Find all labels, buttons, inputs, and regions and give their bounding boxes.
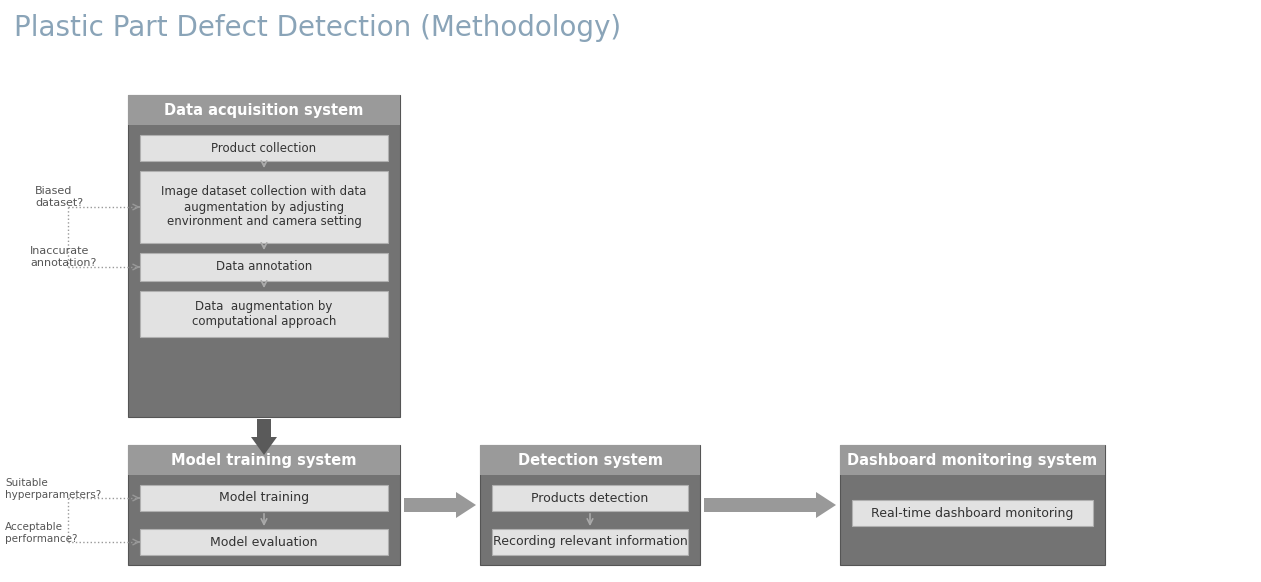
Bar	[129, 95, 400, 417]
Text: Data  augmentation by
computational approach: Data augmentation by computational appro…	[192, 300, 337, 328]
Text: Product collection: Product collection	[212, 141, 317, 154]
Text: Model training system: Model training system	[171, 452, 357, 467]
Polygon shape	[404, 492, 475, 518]
Bar	[852, 500, 1093, 526]
Bar	[492, 529, 689, 555]
Text: Acceptable
performance?: Acceptable performance?	[5, 522, 77, 544]
Polygon shape	[704, 492, 836, 518]
Text: Recording relevant information: Recording relevant information	[493, 535, 687, 548]
Text: Inaccurate
annotation?: Inaccurate annotation?	[30, 246, 96, 268]
Bar	[840, 445, 1105, 475]
Text: Image dataset collection with data
augmentation by adjusting
environment and cam: Image dataset collection with data augme…	[161, 186, 367, 229]
Bar	[140, 171, 388, 243]
Bar	[480, 445, 700, 475]
Text: Data acquisition system: Data acquisition system	[164, 102, 363, 118]
Text: Biased
dataset?: Biased dataset?	[35, 186, 83, 208]
Bar	[140, 291, 388, 337]
Bar	[129, 445, 400, 475]
Text: Model training: Model training	[219, 492, 309, 505]
Bar	[840, 445, 1105, 565]
Bar	[140, 135, 388, 161]
Text: Products detection: Products detection	[531, 492, 648, 505]
Bar	[140, 485, 388, 511]
Bar	[492, 485, 689, 511]
Bar	[480, 445, 700, 565]
Text: Plastic Part Defect Detection (Methodology): Plastic Part Defect Detection (Methodolo…	[14, 14, 622, 42]
Text: Suitable
hyperparameters?: Suitable hyperparameters?	[5, 478, 101, 500]
Text: Real-time dashboard monitoring: Real-time dashboard monitoring	[871, 506, 1073, 520]
Text: Detection system: Detection system	[517, 452, 662, 467]
Polygon shape	[251, 419, 277, 455]
Bar	[129, 445, 400, 565]
Bar	[140, 253, 388, 281]
Text: Model evaluation: Model evaluation	[211, 535, 318, 548]
Text: Dashboard monitoring system: Dashboard monitoring system	[847, 452, 1097, 467]
Bar	[140, 529, 388, 555]
Text: Data annotation: Data annotation	[216, 261, 313, 274]
Bar	[129, 95, 400, 125]
